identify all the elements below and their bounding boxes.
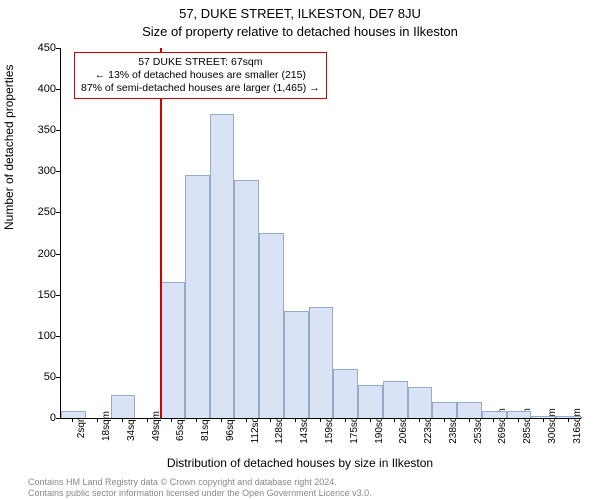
y-tick-label: 300	[38, 165, 56, 177]
histogram-bar	[234, 180, 259, 418]
annotation-box: 57 DUKE STREET: 67sqm ← 13% of detached …	[74, 52, 327, 99]
page-title-address: 57, DUKE STREET, ILKESTON, DE7 8JU	[0, 6, 600, 21]
histogram-bar	[432, 402, 457, 418]
histogram-bar	[482, 411, 507, 418]
y-axis-label: Number of detached properties	[2, 65, 16, 230]
y-tick-label: 200	[38, 248, 56, 260]
plot-area	[60, 48, 581, 419]
y-tick-label: 150	[38, 289, 56, 301]
y-tick-label: 250	[38, 206, 56, 218]
footer-licence: Contains HM Land Registry data © Crown c…	[28, 477, 372, 498]
annotation-line-2: ← 13% of detached houses are smaller (21…	[81, 69, 320, 82]
histogram-bar	[383, 381, 408, 418]
histogram-bar	[61, 411, 86, 418]
histogram-bar	[358, 385, 383, 418]
y-tick-label: 50	[44, 371, 56, 383]
y-tick-label: 350	[38, 124, 56, 136]
histogram-bar	[160, 282, 185, 418]
y-tick-label: 450	[38, 42, 56, 54]
histogram-bar	[531, 416, 556, 418]
histogram-bar	[507, 411, 532, 418]
x-axis-label: Distribution of detached houses by size …	[0, 456, 600, 470]
histogram-bar	[556, 416, 581, 418]
annotation-line-3: 87% of semi-detached houses are larger (…	[81, 82, 320, 95]
histogram-bar	[284, 311, 309, 418]
histogram-bar	[309, 307, 334, 418]
histogram-bar	[111, 395, 136, 418]
chart-page: 57, DUKE STREET, ILKESTON, DE7 8JU Size …	[0, 0, 600, 500]
histogram-bar	[185, 175, 210, 418]
histogram-bar	[408, 387, 433, 418]
property-marker-line	[160, 48, 162, 418]
histogram-bar	[210, 114, 235, 418]
histogram-bar	[259, 233, 284, 418]
histogram-bar	[457, 402, 482, 418]
annotation-line-1: 57 DUKE STREET: 67sqm	[81, 56, 320, 69]
page-subtitle: Size of property relative to detached ho…	[0, 24, 600, 39]
y-tick-label: 400	[38, 83, 56, 95]
y-tick-label: 100	[38, 330, 56, 342]
histogram-bar	[333, 369, 358, 418]
